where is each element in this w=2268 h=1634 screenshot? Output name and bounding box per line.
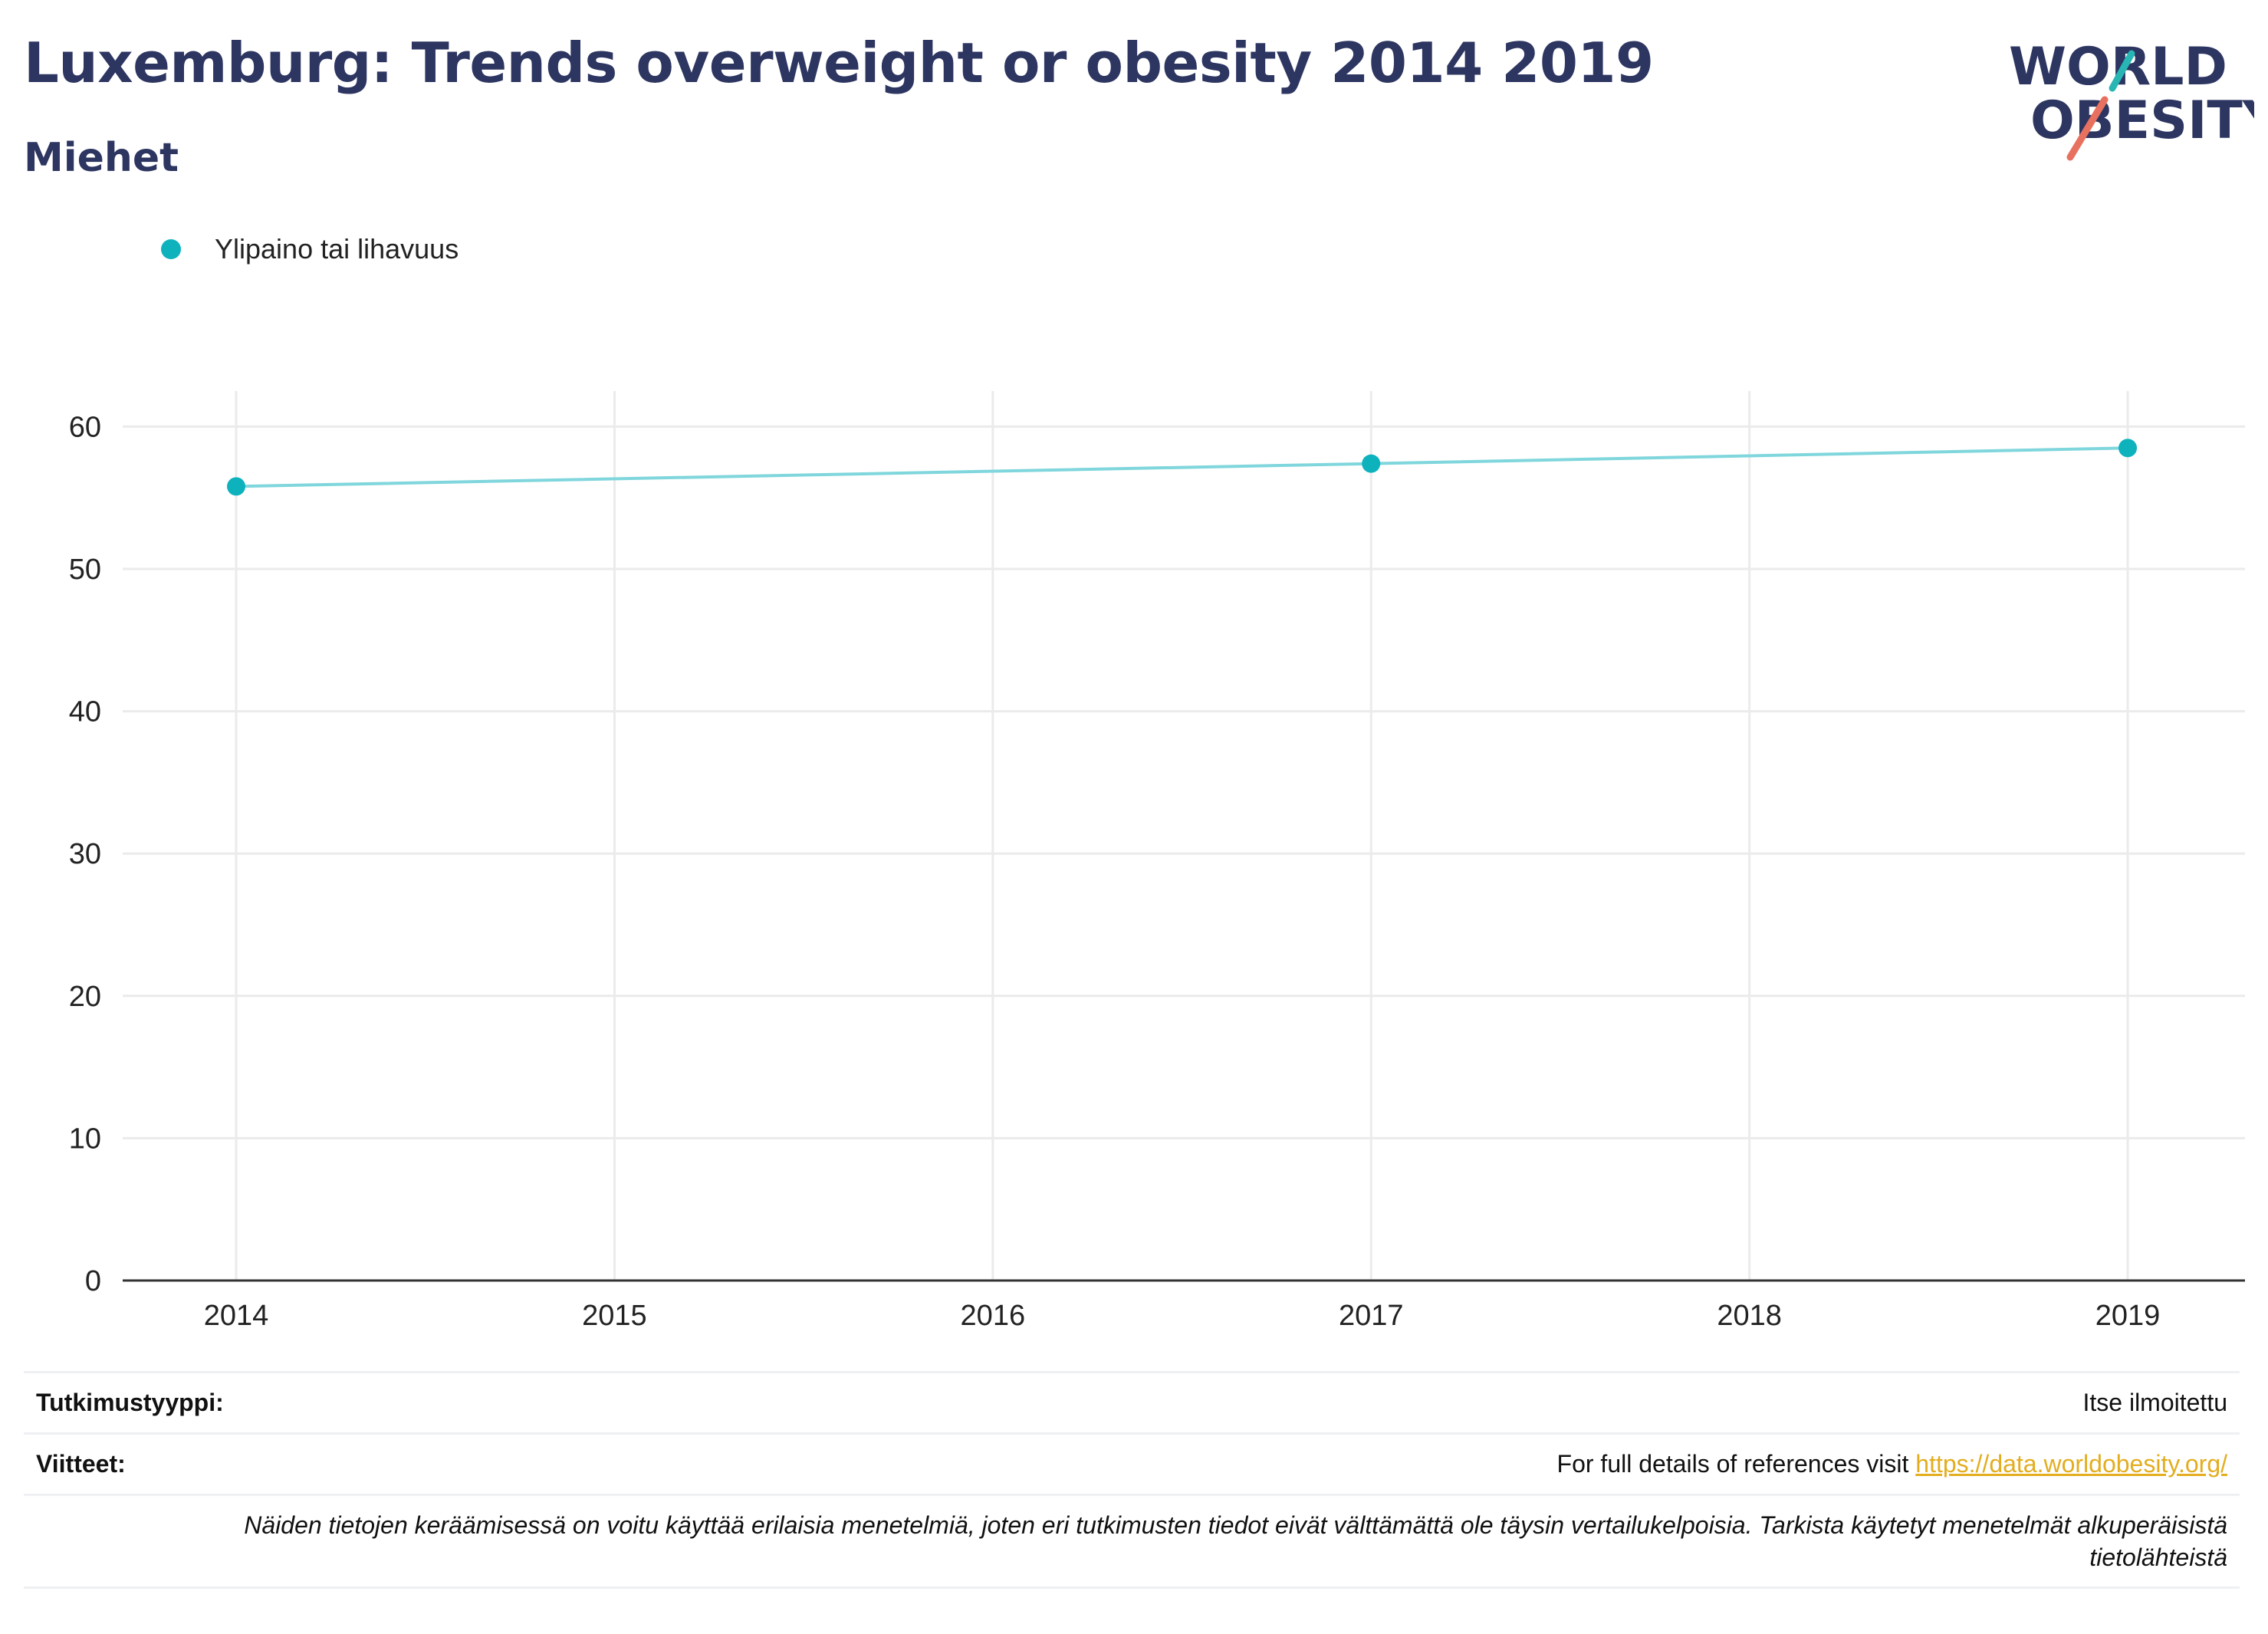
data-point [1362,454,1381,473]
references-link[interactable]: https://data.worldobesity.org/ [1915,1450,2227,1478]
y-tick-label: 30 [69,838,101,870]
page-title: Luxemburg: Trends overweight or obesity … [24,31,1654,95]
references-label: Viitteet: [36,1450,126,1478]
y-tick-label: 50 [69,554,101,586]
chart-footer: Tutkimustyyppi: Itse ilmoitettu Viitteet… [24,1371,2240,1589]
line-chart: 0 10 20 30 40 50 60 2014 2015 2016 2017 2018 2019 [69,391,2245,1332]
references-text: For full details of references visit [1556,1450,1916,1478]
y-tick-label: 20 [69,981,101,1013]
legend-label: Ylipaino tai lihavuus [215,233,459,265]
methodology-note: Näiden tietojen keräämisessä on voitu kä… [244,1511,2227,1571]
grid-layer [123,391,2245,1281]
footer-row-study-type: Tutkimustyyppi: Itse ilmoitettu [24,1371,2240,1432]
x-tick-label: 2016 [961,1300,1026,1332]
chart-legend[interactable]: Ylipaino tai lihavuus [161,230,459,268]
series-layer [227,439,2138,496]
x-tick-label: 2017 [1339,1300,1404,1332]
page-subtitle: Miehet [24,135,179,181]
legend-marker [161,239,181,259]
footer-row-note: Näiden tietojen keräämisessä on voitu kä… [24,1494,2240,1589]
study-type-value: Itse ilmoitettu [2082,1389,2227,1416]
data-point [2118,439,2138,458]
y-tick-label: 10 [69,1123,101,1155]
y-tick-label: 40 [69,696,101,728]
references-value: For full details of references visit htt… [1557,1450,2227,1478]
y-tick-label: 0 [85,1265,101,1297]
footer-row-references: Viitteet: For full details of references… [24,1432,2240,1494]
logo-slash-teal [2109,50,2135,92]
x-tick-label: 2014 [204,1300,269,1332]
x-tick-label: 2015 [582,1300,647,1332]
logo-text-world: WORLD [2009,37,2227,97]
axis-layer: 0 10 20 30 40 50 60 2014 2015 2016 2017 2018 2019 [69,411,2245,1332]
y-tick-label: 60 [69,411,101,443]
x-tick-label: 2018 [1717,1300,1782,1332]
study-type-label: Tutkimustyyppi: [36,1389,224,1416]
x-tick-label: 2019 [2095,1300,2161,1332]
logo-slash-coral [2066,96,2109,161]
data-point [227,477,246,496]
series-line [235,446,2128,488]
